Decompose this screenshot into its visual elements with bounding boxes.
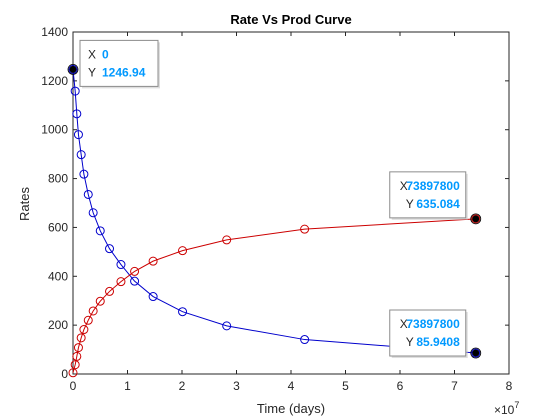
datatip-y-key: Y xyxy=(88,65,96,79)
x-tick-label: 2 xyxy=(179,379,186,393)
datatip-y-key: Y xyxy=(406,197,414,211)
datatip-y-key: Y xyxy=(406,335,414,349)
y-tick-label: 200 xyxy=(48,318,68,332)
x-tick-label: 0 xyxy=(70,379,77,393)
y-tick-label: 0 xyxy=(61,367,68,381)
x-exponent-base: ×10 xyxy=(494,403,515,417)
y-tick-label: 800 xyxy=(48,172,68,186)
datatip-marker xyxy=(473,216,479,222)
x-axis-label: Time (days) xyxy=(257,401,325,416)
y-tick-label: 400 xyxy=(48,269,68,283)
datatip-marker xyxy=(473,350,479,356)
datatip-y-value: 85.9408 xyxy=(416,335,460,349)
datatip-marker xyxy=(70,66,76,72)
y-tick-label: 1400 xyxy=(41,25,68,39)
datatip-y-value: 1246.94 xyxy=(102,65,146,79)
x-tick-label: 6 xyxy=(397,379,404,393)
chart-title: Rate Vs Prod Curve xyxy=(230,12,351,27)
datatip-x-value: 73897800 xyxy=(406,179,460,193)
x-tick-label: 7 xyxy=(451,379,458,393)
datatip-y-value: 635.084 xyxy=(416,197,460,211)
y-tick-label: 1200 xyxy=(41,74,68,88)
datatip-x-key: X xyxy=(88,47,96,61)
y-tick-label: 1000 xyxy=(41,123,68,137)
x-exponent-power: 7 xyxy=(514,400,519,410)
datatip-x-value: 0 xyxy=(102,47,109,61)
y-axis-label: Rates xyxy=(17,187,32,221)
datatip-x-value: 73897800 xyxy=(406,317,460,331)
x-tick-label: 1 xyxy=(124,379,131,393)
x-tick-label: 3 xyxy=(233,379,240,393)
y-tick-label: 600 xyxy=(48,220,68,234)
x-tick-label: 8 xyxy=(506,379,513,393)
x-tick-label: 5 xyxy=(342,379,349,393)
x-tick-label: 4 xyxy=(288,379,295,393)
